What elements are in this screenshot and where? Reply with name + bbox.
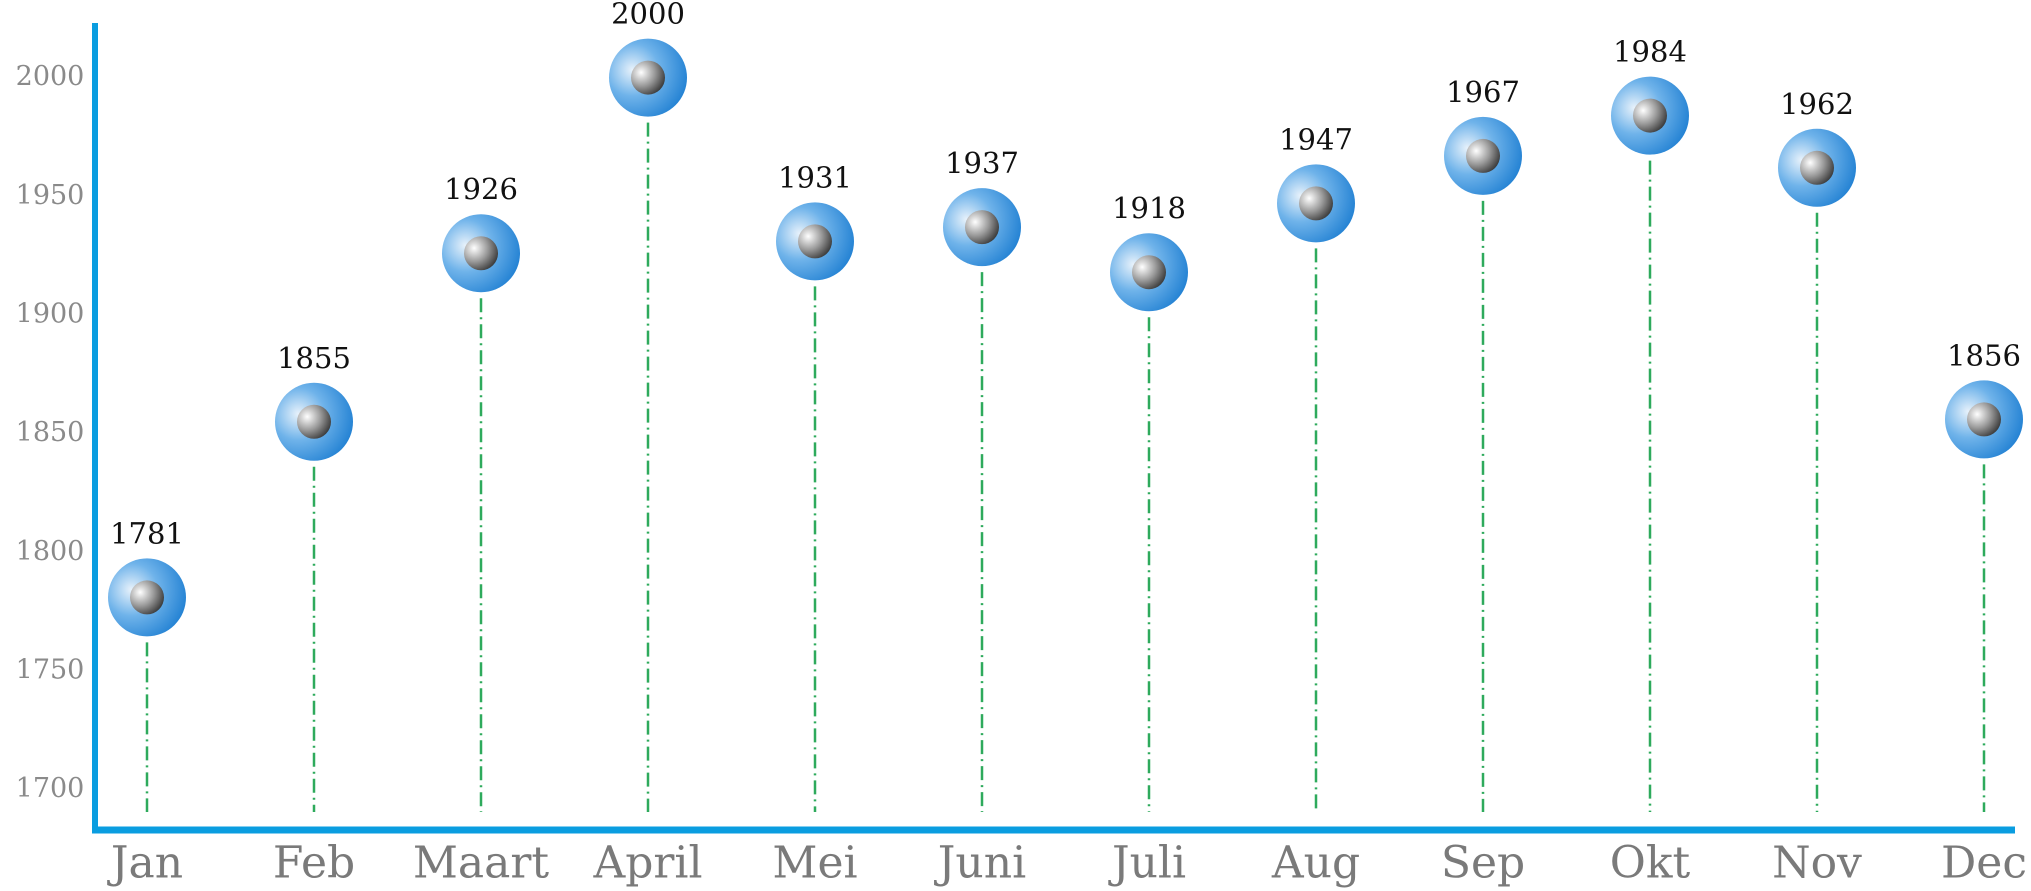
x-tick-label: Jan bbox=[107, 838, 183, 889]
x-tick-label: Aug bbox=[1271, 838, 1360, 889]
marker-core bbox=[631, 60, 665, 95]
data-label: 1926 bbox=[444, 172, 518, 206]
y-tick-label: 1800 bbox=[16, 536, 85, 567]
y-tick-label: 1850 bbox=[16, 417, 85, 448]
y-tick-label: 1900 bbox=[16, 298, 85, 329]
marker-core bbox=[1466, 138, 1500, 173]
x-tick-label: April bbox=[592, 838, 702, 889]
x-tick-label: Nov bbox=[1772, 838, 1862, 889]
x-tick-label: Feb bbox=[273, 838, 355, 889]
marker-core bbox=[1132, 255, 1166, 290]
data-label: 2000 bbox=[611, 0, 685, 31]
marker-core bbox=[965, 210, 999, 245]
y-tick-label: 1950 bbox=[16, 180, 85, 211]
marker-core bbox=[130, 580, 164, 615]
x-tick-label: Juli bbox=[1108, 838, 1186, 889]
x-tick-label: Okt bbox=[1610, 838, 1691, 889]
data-label: 1962 bbox=[1780, 87, 1854, 121]
marker-core bbox=[798, 224, 832, 259]
x-tick-label: Juni bbox=[934, 838, 1026, 889]
data-label: 1967 bbox=[1446, 75, 1520, 109]
marker-core bbox=[464, 236, 498, 271]
marker-core bbox=[297, 404, 331, 439]
marker-core bbox=[1800, 150, 1834, 185]
data-label: 1937 bbox=[945, 146, 1019, 180]
y-tick-label: 1750 bbox=[16, 654, 85, 685]
x-tick-label: Mei bbox=[772, 838, 857, 889]
x-tick-label: Maart bbox=[413, 838, 550, 889]
data-label: 1918 bbox=[1112, 191, 1186, 225]
data-label: 1781 bbox=[110, 516, 184, 550]
x-tick-label: Dec bbox=[1941, 838, 2027, 889]
data-label: 1855 bbox=[277, 341, 351, 375]
data-label: 1931 bbox=[778, 160, 852, 194]
marker-core bbox=[1299, 186, 1333, 221]
marker-core bbox=[1967, 402, 2001, 437]
marker-core bbox=[1633, 98, 1667, 133]
x-tick-label: Sep bbox=[1441, 838, 1525, 889]
y-tick-label: 2000 bbox=[16, 61, 85, 92]
data-label: 1856 bbox=[1947, 338, 2021, 372]
data-label: 1984 bbox=[1613, 35, 1687, 69]
data-label: 1947 bbox=[1279, 122, 1353, 156]
y-tick-label: 1700 bbox=[16, 773, 85, 804]
